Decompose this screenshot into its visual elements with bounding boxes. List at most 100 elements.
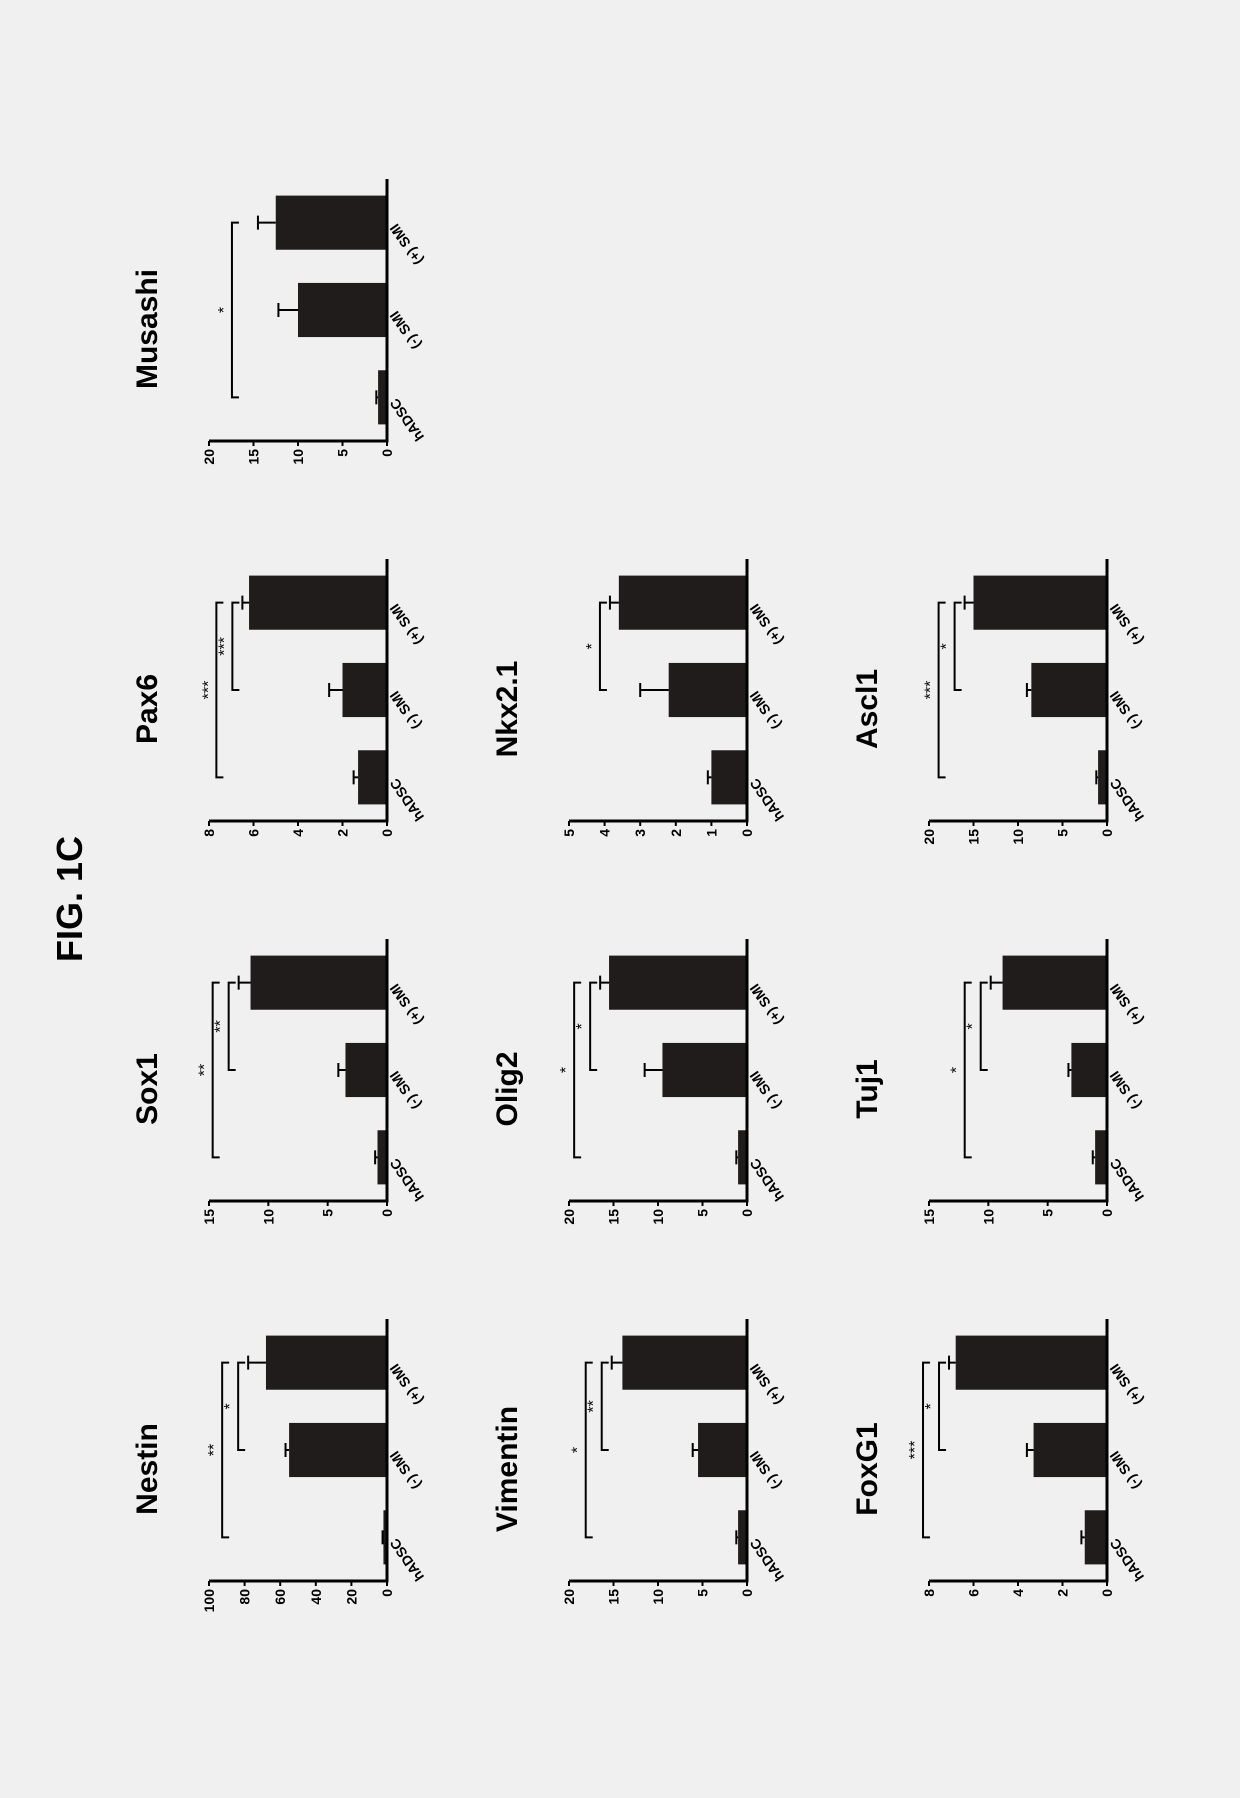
y-tick-label: 5: [320, 1209, 336, 1217]
y-tick-label: 8: [921, 1589, 937, 1597]
chart-vimentin: Vimentin05101520hADSC(-) SMI(+) SMI***: [491, 1289, 831, 1649]
y-tick-label: 15: [606, 1589, 622, 1605]
category-label: (-) SMI: [1106, 1448, 1144, 1492]
bar: [251, 956, 387, 1010]
significance-label: **: [586, 1400, 603, 1412]
significance-bracket: [586, 1363, 593, 1538]
chart-title: Sox1: [131, 1053, 165, 1125]
significance-label: **: [213, 1020, 230, 1032]
chart-foxg1: FoxG102468hADSC(-) SMI(+) SMI****: [851, 1289, 1191, 1649]
bar: [1034, 1423, 1107, 1477]
y-tick-label: 0: [379, 1589, 395, 1597]
y-tick-label: 5: [1040, 1209, 1056, 1217]
bar: [974, 576, 1108, 630]
bar-chart-svg: 02468hADSC(-) SMI(+) SMI****: [893, 1309, 1153, 1629]
significance-bracket: [939, 1363, 946, 1450]
chart-title: Nkx2.1: [491, 661, 525, 758]
y-tick-label: 3: [632, 829, 648, 837]
category-label: (+) SMI: [1106, 1361, 1146, 1408]
y-tick-label: 10: [980, 1209, 996, 1225]
significance-bracket: [229, 983, 236, 1070]
y-tick-label: 0: [739, 829, 755, 837]
y-tick-label: 0: [379, 449, 395, 457]
chart-title: Vimentin: [491, 1406, 525, 1532]
significance-label: *: [923, 1403, 940, 1409]
category-label: hADSC: [1106, 776, 1147, 825]
significance-bracket: [955, 603, 962, 690]
y-tick-label: 15: [921, 1209, 937, 1225]
significance-bracket: [213, 983, 220, 1158]
category-label: (-) SMI: [386, 1068, 424, 1112]
bar: [619, 576, 747, 630]
significance-label: *: [216, 307, 233, 313]
significance-label: **: [206, 1444, 223, 1456]
bar: [1095, 1130, 1107, 1184]
bar: [343, 663, 388, 717]
figure-panel: FIG. 1C Nestin020406080100hADSC(-) SMI(+…: [0, 0, 1240, 1798]
y-tick-label: 5: [695, 1589, 711, 1597]
category-label: (-) SMI: [746, 1068, 784, 1112]
significance-label: *: [584, 643, 601, 649]
category-label: hADSC: [746, 1536, 787, 1585]
category-label: (+) SMI: [1106, 981, 1146, 1028]
significance-bracket: [232, 223, 239, 398]
category-label: hADSC: [386, 1156, 427, 1205]
significance-label: ***: [200, 681, 217, 700]
chart-title: FoxG1: [851, 1422, 885, 1515]
chart-title: Pax6: [131, 674, 165, 744]
y-tick-label: 0: [1099, 829, 1115, 837]
significance-label: *: [965, 1023, 982, 1029]
category-label: (+) SMI: [746, 981, 786, 1028]
y-tick-label: 5: [335, 449, 351, 457]
bar: [298, 283, 387, 337]
chart-title: Ascl1: [851, 669, 885, 749]
y-tick-label: 15: [606, 1209, 622, 1225]
bar: [1031, 663, 1107, 717]
bar: [249, 576, 387, 630]
chart-olig2: Olig205101520hADSC(-) SMI(+) SMI**: [491, 909, 831, 1269]
significance-bracket: [222, 1363, 229, 1538]
significance-label: ***: [216, 637, 233, 656]
bar-chart-svg: 051015hADSC(-) SMI(+) SMI****: [173, 929, 433, 1249]
significance-bracket: [238, 1363, 245, 1450]
y-tick-label: 80: [237, 1589, 253, 1605]
chart-grid: Nestin020406080100hADSC(-) SMI(+) SMI***…: [131, 149, 1191, 1649]
bar-chart-svg: 05101520hADSC(-) SMI(+) SMI****: [893, 549, 1153, 869]
significance-label: ***: [907, 1441, 924, 1460]
y-tick-label: 5: [1055, 829, 1071, 837]
category-label: hADSC: [386, 396, 427, 445]
y-tick-label: 10: [260, 1209, 276, 1225]
significance-bracket: [216, 603, 223, 778]
y-tick-label: 100: [201, 1589, 217, 1613]
category-label: (+) SMI: [746, 601, 786, 648]
y-tick-label: 60: [272, 1589, 288, 1605]
bar: [622, 1336, 747, 1390]
significance-label: *: [558, 1067, 575, 1073]
significance-bracket: [590, 983, 597, 1070]
significance-bracket: [965, 983, 972, 1158]
chart-nkx2-1: Nkx2.1012345hADSC(-) SMI(+) SMI*: [491, 529, 831, 889]
y-tick-label: 4: [290, 829, 306, 837]
category-label: hADSC: [746, 776, 787, 825]
significance-bracket: [574, 983, 581, 1158]
category-label: hADSC: [1106, 1156, 1147, 1205]
chart-tuj1: Tuj1051015hADSC(-) SMI(+) SMI**: [851, 909, 1191, 1269]
significance-label: *: [574, 1023, 591, 1029]
y-tick-label: 0: [379, 829, 395, 837]
category-label: (-) SMI: [746, 1448, 784, 1492]
figure-title: FIG. 1C: [49, 836, 91, 962]
y-tick-label: 5: [561, 829, 577, 837]
y-tick-label: 1: [703, 829, 719, 837]
bar-chart-svg: 05101520hADSC(-) SMI(+) SMI**: [533, 929, 793, 1249]
category-label: (+) SMI: [386, 601, 426, 648]
chart-nestin: Nestin020406080100hADSC(-) SMI(+) SMI***: [131, 1289, 471, 1649]
significance-label: *: [570, 1447, 587, 1453]
y-tick-label: 15: [966, 829, 982, 845]
y-tick-label: 10: [650, 1589, 666, 1605]
y-tick-label: 6: [246, 829, 262, 837]
significance-label: ***: [923, 681, 940, 700]
bar: [711, 750, 747, 804]
bar-chart-svg: 051015hADSC(-) SMI(+) SMI**: [893, 929, 1153, 1249]
y-tick-label: 0: [739, 1209, 755, 1217]
significance-bracket: [981, 983, 988, 1070]
